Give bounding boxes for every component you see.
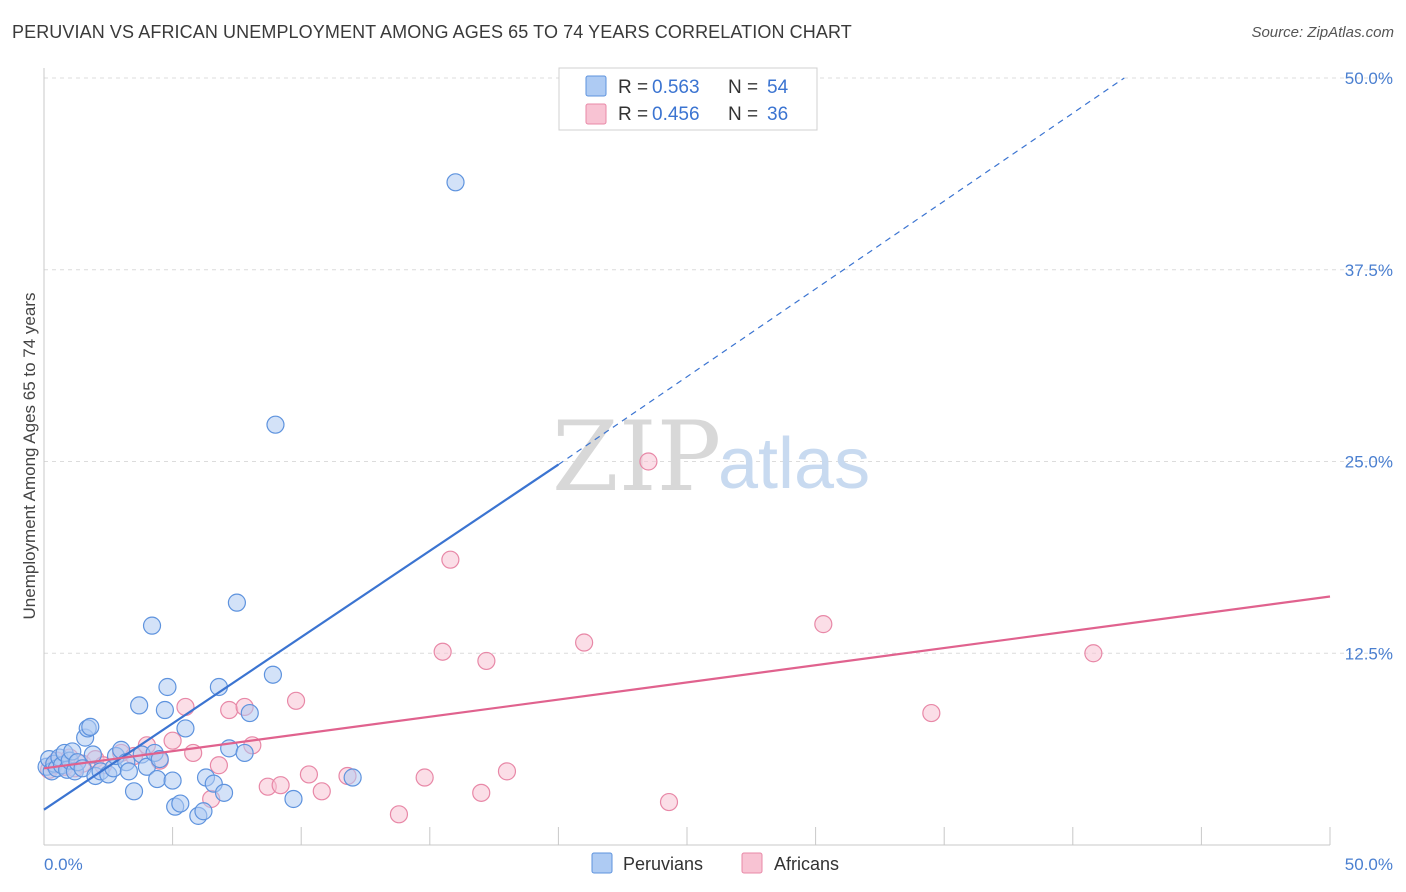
africans-point-24 xyxy=(299,765,319,784)
y-tick-label-3: 50.0% xyxy=(1345,69,1393,88)
peruvians-point-51 xyxy=(266,415,285,434)
africans-point-13 xyxy=(163,731,182,750)
africans-point-29 xyxy=(433,642,452,661)
peruvians-point-25 xyxy=(119,762,138,781)
africans-point-37 xyxy=(814,615,833,634)
peruvians-point-52 xyxy=(284,789,303,809)
africans-point-14 xyxy=(176,697,195,717)
bottom-legend-swatch-peruvians xyxy=(591,852,613,874)
gridlines xyxy=(44,77,1393,654)
peruvians-point-38 xyxy=(171,794,190,813)
peruvians-point-34 xyxy=(155,700,174,720)
africans-point-34 xyxy=(575,633,594,652)
trend-lines xyxy=(43,77,1331,811)
y-axis-label: Unemployment Among Ages 65 to 74 years xyxy=(20,293,39,620)
legend-r-label-peruvians: R = xyxy=(618,77,648,98)
legend-r-label-africans: R = xyxy=(618,104,648,125)
legend-n-value-africans: 36 xyxy=(767,104,788,125)
africans-point-33 xyxy=(497,762,517,781)
peruvians-point-33 xyxy=(150,749,169,769)
africans-trend-line xyxy=(43,595,1331,770)
bottom-legend: Peruvians Africans xyxy=(591,852,839,874)
peruvians-point-32 xyxy=(148,769,167,789)
legend: R = 0.563 N = 54 R = 0.456 N = 36 xyxy=(558,67,818,131)
legend-r-value-africans: 0.456 xyxy=(652,104,700,125)
peruvians-point-49 xyxy=(240,703,259,723)
africans-point-32 xyxy=(477,651,496,671)
peruvians-point-53 xyxy=(343,768,362,787)
peruvians-point-30 xyxy=(142,616,162,635)
legend-n-label-peruvians: N = xyxy=(728,77,758,98)
africans-point-30 xyxy=(441,550,460,569)
africans-point-39 xyxy=(1084,644,1103,663)
peruvians-point-47 xyxy=(227,593,246,612)
peruvians-trend-line xyxy=(43,463,560,811)
peruvians-points xyxy=(37,173,465,825)
peruvians-point-26 xyxy=(124,782,144,801)
legend-swatch-africans xyxy=(585,103,607,125)
y-tick-label-1: 25.0% xyxy=(1345,453,1393,472)
watermark-atlas: atlas xyxy=(718,424,870,504)
africans-point-23 xyxy=(286,691,306,710)
peruvians-point-35 xyxy=(158,677,177,697)
peruvians-point-27 xyxy=(130,696,149,715)
africans-point-18 xyxy=(220,700,239,720)
africans-point-17 xyxy=(209,756,228,775)
peruvians-point-50 xyxy=(263,665,283,684)
africans-point-25 xyxy=(312,782,331,801)
peruvians-point-39 xyxy=(176,719,195,738)
watermark-zip: ZIP xyxy=(552,401,721,513)
bottom-legend-label-peruvians: Peruvians xyxy=(623,854,703,874)
africans-point-31 xyxy=(472,783,491,802)
peruvians-point-48 xyxy=(235,743,254,763)
peruvians-point-16 xyxy=(81,717,100,736)
peruvians-point-41 xyxy=(194,802,213,821)
source-label: Source: ZipAtlas.com xyxy=(1251,24,1394,41)
africans-point-38 xyxy=(922,703,941,723)
africans-point-28 xyxy=(415,768,434,787)
legend-swatch-peruvians xyxy=(585,75,607,97)
legend-n-label-africans: N = xyxy=(728,104,758,125)
x-tick-label-max: 50.0% xyxy=(1345,855,1393,874)
legend-r-value-peruvians: 0.563 xyxy=(652,77,700,98)
peruvians-trend-extension xyxy=(558,77,1125,466)
bottom-legend-label-africans: Africans xyxy=(774,854,839,874)
x-ticks xyxy=(43,827,1331,845)
africans-point-35 xyxy=(639,452,658,471)
peruvians-point-17 xyxy=(83,745,102,764)
africans-point-22 xyxy=(271,776,290,795)
peruvians-point-45 xyxy=(214,783,234,802)
africans-point-36 xyxy=(659,792,679,812)
peruvians-point-54 xyxy=(446,173,465,192)
bottom-legend-swatch-africans xyxy=(741,852,763,874)
legend-n-value-peruvians: 54 xyxy=(767,77,789,98)
y-tick-label-0: 12.5% xyxy=(1345,644,1393,663)
y-tick-label-2: 37.5% xyxy=(1345,261,1393,280)
chart-title: PERUVIAN VS AFRICAN UNEMPLOYMENT AMONG A… xyxy=(12,22,852,42)
y-tick-labels: 12.5% 25.0% 37.5% 50.0% xyxy=(1345,69,1393,663)
peruvians-point-36 xyxy=(163,771,182,790)
africans-point-27 xyxy=(389,805,409,824)
x-tick-label-min: 0.0% xyxy=(44,855,83,874)
